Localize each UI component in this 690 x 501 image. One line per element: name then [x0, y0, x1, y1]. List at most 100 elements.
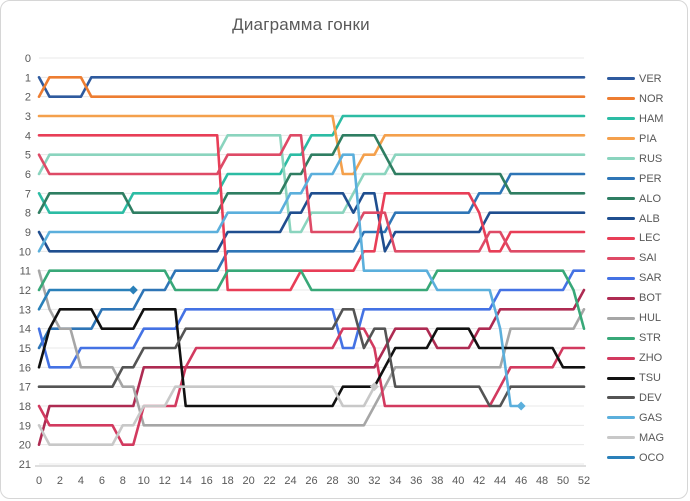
legend-label-STR: STR [639, 332, 661, 345]
y-tick-label: 13 [19, 304, 31, 316]
legend-item-PER: PER [607, 169, 687, 189]
legend-swatch-VER [607, 77, 635, 81]
legend-swatch-GAS [607, 416, 635, 420]
y-tick-label: 12 [19, 285, 31, 297]
retirement-diamond-GAS [516, 401, 526, 411]
x-tick-label: 16 [201, 475, 213, 487]
y-tick-label: 15 [19, 343, 31, 355]
legend-swatch-HAM [607, 117, 635, 121]
chart-title: Диаграмма гонки [232, 15, 370, 34]
legend-swatch-HUL [607, 316, 635, 320]
legend-item-ALB: ALB [607, 209, 687, 229]
legend: VER NOR HAM PIA RUS PER ALO ALB LEC SAI SAR BOT HUL S… [607, 69, 687, 468]
y-tick-label: 5 [25, 150, 31, 162]
legend-label-GAS: GAS [639, 411, 663, 424]
x-tick-label: 2 [57, 475, 63, 487]
series-line-LEC [37, 134, 586, 292]
x-tick-label: 6 [99, 475, 105, 487]
legend-label-HAM: HAM [639, 112, 664, 125]
series-line-ALO [37, 134, 586, 214]
legend-label-TSU: TSU [639, 372, 661, 385]
legend-label-LEC: LEC [639, 232, 661, 245]
legend-label-ALO: ALO [639, 192, 662, 205]
legend-swatch-NOR [607, 97, 635, 101]
x-tick-label: 44 [494, 475, 506, 487]
y-tick-label: 21 [19, 459, 31, 471]
y-tick-label: 11 [20, 266, 31, 278]
retirement-diamond-OCO [128, 285, 138, 295]
x-tick-label: 52 [578, 475, 590, 487]
series-line-PIA [37, 114, 586, 176]
x-tick-label: 32 [368, 475, 380, 487]
series-line-STR [37, 269, 586, 331]
series-line-GAS [37, 153, 523, 408]
legend-swatch-BOT [607, 296, 635, 300]
legend-label-ALB: ALB [639, 212, 660, 225]
y-tick-label: 18 [19, 401, 31, 413]
series-line-NOR [37, 76, 586, 98]
legend-swatch-PER [607, 177, 635, 181]
legend-swatch-OCO [607, 456, 635, 460]
y-tick-label: 19 [19, 420, 31, 432]
x-tick-label: 12 [159, 475, 171, 487]
y-tick-label: 17 [19, 382, 31, 394]
legend-label-RUS: RUS [639, 152, 663, 165]
x-tick-label: 50 [557, 475, 569, 487]
y-tick-label: 20 [19, 440, 31, 452]
x-tick-label: 8 [120, 475, 126, 487]
x-tick-label: 46 [515, 475, 527, 487]
x-tick-label: 30 [347, 475, 359, 487]
series-line-ZHO [37, 327, 586, 447]
legend-label-ZHO: ZHO [639, 352, 663, 365]
legend-swatch-TSU [607, 376, 635, 380]
legend-item-TSU: TSU [607, 368, 687, 388]
x-tick-label: 48 [536, 475, 548, 487]
legend-item-VER: VER [607, 69, 687, 89]
x-tick-label: 10 [138, 475, 150, 487]
legend-swatch-STR [607, 336, 635, 340]
series-line-PER [37, 172, 586, 350]
legend-swatch-RUS [607, 157, 635, 161]
legend-swatch-SAR [607, 276, 635, 280]
y-tick-label: 4 [25, 130, 31, 142]
series-line-HUL [37, 269, 586, 427]
x-tick-label: 0 [36, 475, 42, 487]
legend-item-MAG: MAG [607, 428, 687, 448]
y-tick-label: 8 [25, 208, 31, 220]
legend-item-ZHO: ZHO [607, 348, 687, 368]
legend-item-RUS: RUS [607, 149, 687, 169]
x-tick-label: 18 [222, 475, 234, 487]
legend-label-SAR: SAR [639, 272, 662, 285]
series-line-OCO [37, 288, 135, 311]
series-line-VER [37, 76, 586, 98]
y-tick-label: 0 [25, 53, 31, 65]
legend-item-DEV: DEV [607, 388, 687, 408]
legend-swatch-ALO [607, 197, 635, 201]
x-tick-label: 24 [284, 475, 296, 487]
x-tick-label: 28 [326, 475, 338, 487]
legend-item-NOR: NOR [607, 89, 687, 109]
legend-item-ALO: ALO [607, 189, 687, 209]
x-tick-label: 42 [473, 475, 485, 487]
legend-item-PIA: PIA [607, 129, 687, 149]
legend-item-STR: STR [607, 328, 687, 348]
x-tick-label: 22 [263, 475, 275, 487]
legend-item-OCO: OCO [607, 448, 687, 468]
legend-label-OCO: OCO [639, 451, 665, 464]
y-tick-label: 2 [25, 92, 31, 104]
series-line-SAI [37, 134, 586, 253]
legend-swatch-MAG [607, 436, 635, 440]
legend-item-GAS: GAS [607, 408, 687, 428]
legend-label-DEV: DEV [639, 391, 662, 404]
x-tick-label: 34 [389, 475, 401, 487]
legend-swatch-ZHO [607, 356, 635, 360]
legend-label-VER: VER [639, 72, 662, 85]
legend-swatch-DEV [607, 396, 635, 400]
series-line-RUS [37, 134, 586, 234]
y-tick-label: 16 [19, 362, 31, 374]
series-line-HAM [37, 114, 586, 214]
legend-item-BOT: BOT [607, 288, 687, 308]
legend-item-LEC: LEC [607, 229, 687, 249]
